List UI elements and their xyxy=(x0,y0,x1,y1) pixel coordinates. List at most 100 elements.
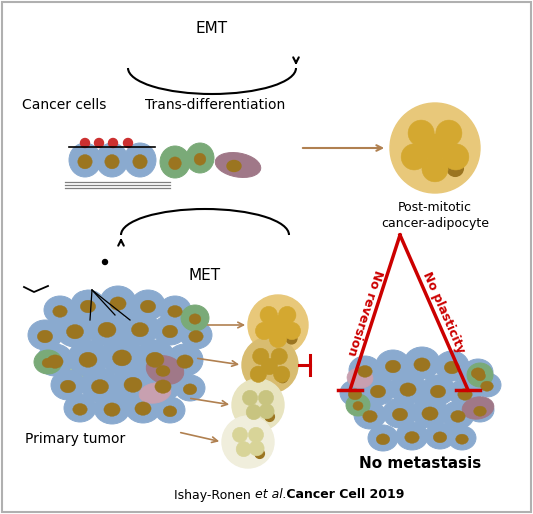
Circle shape xyxy=(271,348,287,364)
Circle shape xyxy=(436,120,462,146)
Ellipse shape xyxy=(449,379,481,407)
Text: No plasticity: No plasticity xyxy=(421,270,467,355)
Ellipse shape xyxy=(163,406,177,417)
Circle shape xyxy=(249,440,264,456)
Circle shape xyxy=(222,416,274,468)
Ellipse shape xyxy=(227,160,241,172)
Circle shape xyxy=(94,138,103,148)
Text: MET: MET xyxy=(189,268,221,283)
Ellipse shape xyxy=(462,397,494,419)
Circle shape xyxy=(422,156,448,182)
Ellipse shape xyxy=(466,398,494,422)
Ellipse shape xyxy=(131,290,165,320)
Ellipse shape xyxy=(474,406,486,416)
Ellipse shape xyxy=(473,373,501,397)
Ellipse shape xyxy=(163,325,177,338)
Ellipse shape xyxy=(471,368,484,379)
Ellipse shape xyxy=(368,425,398,451)
Text: et al.: et al. xyxy=(255,488,287,502)
Ellipse shape xyxy=(422,407,438,420)
Text: Trans-differentiation: Trans-differentiation xyxy=(145,98,285,112)
Ellipse shape xyxy=(71,290,105,320)
Ellipse shape xyxy=(474,371,486,381)
Ellipse shape xyxy=(376,350,410,380)
Text: No reversion: No reversion xyxy=(345,268,385,357)
Ellipse shape xyxy=(458,389,472,400)
Circle shape xyxy=(253,348,269,364)
Circle shape xyxy=(255,449,264,458)
Circle shape xyxy=(232,427,247,443)
Ellipse shape xyxy=(167,344,203,376)
Ellipse shape xyxy=(194,153,206,165)
Ellipse shape xyxy=(445,361,459,374)
Circle shape xyxy=(242,337,298,393)
Ellipse shape xyxy=(168,305,182,317)
Circle shape xyxy=(236,442,251,457)
Ellipse shape xyxy=(132,323,149,337)
Ellipse shape xyxy=(100,286,136,318)
Ellipse shape xyxy=(94,392,130,424)
Circle shape xyxy=(279,306,296,324)
Ellipse shape xyxy=(73,403,87,415)
Ellipse shape xyxy=(124,143,156,177)
Ellipse shape xyxy=(353,401,363,410)
Ellipse shape xyxy=(46,254,98,290)
Ellipse shape xyxy=(110,297,126,310)
Ellipse shape xyxy=(60,380,76,393)
Ellipse shape xyxy=(396,422,428,450)
Circle shape xyxy=(243,390,257,406)
Ellipse shape xyxy=(101,337,143,375)
Ellipse shape xyxy=(451,411,465,423)
Ellipse shape xyxy=(53,305,67,317)
Ellipse shape xyxy=(159,296,191,324)
Ellipse shape xyxy=(133,155,147,169)
Ellipse shape xyxy=(467,363,493,387)
Ellipse shape xyxy=(347,368,373,388)
Ellipse shape xyxy=(47,355,63,369)
Text: No metastasis: No metastasis xyxy=(359,456,481,471)
Ellipse shape xyxy=(155,380,171,393)
Circle shape xyxy=(283,322,301,340)
Ellipse shape xyxy=(169,157,181,170)
Ellipse shape xyxy=(346,394,370,416)
Circle shape xyxy=(443,144,469,170)
Ellipse shape xyxy=(157,366,169,376)
Ellipse shape xyxy=(124,377,142,392)
Ellipse shape xyxy=(400,383,416,396)
Circle shape xyxy=(260,306,278,324)
Ellipse shape xyxy=(139,383,171,403)
Ellipse shape xyxy=(414,358,430,371)
Circle shape xyxy=(248,427,263,443)
Ellipse shape xyxy=(425,423,455,449)
Ellipse shape xyxy=(349,356,381,384)
Ellipse shape xyxy=(189,314,201,324)
Circle shape xyxy=(401,144,427,170)
Ellipse shape xyxy=(92,379,109,394)
Circle shape xyxy=(259,390,273,406)
Circle shape xyxy=(261,358,278,375)
Circle shape xyxy=(259,404,274,419)
Ellipse shape xyxy=(361,375,395,405)
Ellipse shape xyxy=(180,321,212,349)
Ellipse shape xyxy=(215,153,261,177)
Circle shape xyxy=(255,322,273,340)
Ellipse shape xyxy=(81,368,119,402)
Ellipse shape xyxy=(412,396,448,428)
Text: Primary tumor: Primary tumor xyxy=(25,432,125,446)
Circle shape xyxy=(447,160,463,176)
Ellipse shape xyxy=(442,401,474,429)
Ellipse shape xyxy=(177,355,193,369)
Ellipse shape xyxy=(155,397,185,423)
Ellipse shape xyxy=(87,310,127,346)
Ellipse shape xyxy=(348,389,362,400)
Circle shape xyxy=(265,412,274,421)
Ellipse shape xyxy=(135,340,175,376)
Ellipse shape xyxy=(181,305,209,331)
Ellipse shape xyxy=(146,352,164,368)
Ellipse shape xyxy=(405,432,419,443)
Ellipse shape xyxy=(376,434,390,445)
Circle shape xyxy=(80,138,90,148)
Ellipse shape xyxy=(463,359,493,385)
Ellipse shape xyxy=(189,331,203,342)
Ellipse shape xyxy=(61,361,99,385)
